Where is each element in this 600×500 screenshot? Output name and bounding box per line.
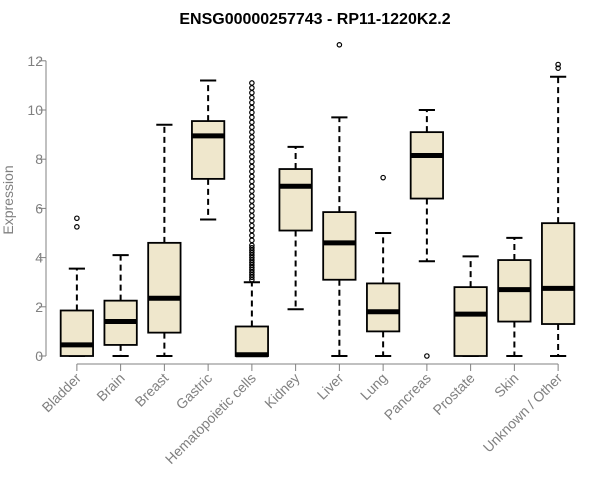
outlier-point — [249, 193, 255, 199]
y-axis: 0 2 4 6 8 10 12 — [27, 53, 47, 364]
y-tick-label: 8 — [35, 151, 43, 167]
box-bladder — [59, 215, 94, 357]
outlier-point — [249, 109, 255, 116]
outlier-point — [249, 203, 255, 209]
outlier-point — [249, 134, 255, 140]
outlier-point — [555, 61, 561, 68]
box-pancreas — [409, 109, 444, 359]
outlier-point — [249, 153, 255, 160]
outlier-point — [249, 183, 255, 190]
outlier-point — [249, 222, 255, 229]
outlier-point — [249, 89, 255, 96]
box-iqr — [453, 286, 488, 357]
outlier-point — [249, 212, 255, 219]
outlier-point — [74, 224, 80, 230]
x-tick-label: Pancreas — [381, 370, 434, 423]
box-lung — [366, 174, 401, 357]
outlier-point — [249, 227, 255, 234]
box-iqr — [409, 131, 444, 200]
x-tick-label: Unknown / Other — [480, 370, 566, 456]
boxes-group — [59, 42, 576, 359]
outlier-point — [249, 208, 255, 214]
outlier-point — [249, 104, 255, 111]
outlier-point — [249, 119, 255, 126]
outlier-point — [249, 163, 255, 170]
outlier-point — [249, 80, 255, 86]
y-tick-label: 4 — [35, 250, 43, 266]
outlier-point — [249, 114, 255, 121]
outlier-point — [249, 232, 255, 239]
y-axis-label: Expression — [0, 165, 16, 234]
outlier-point — [249, 139, 255, 145]
box-iqr — [147, 241, 182, 334]
x-tick-label: Skin — [491, 370, 522, 401]
outlier-point — [249, 188, 255, 194]
outlier-point — [249, 198, 255, 204]
box-breast — [147, 123, 182, 357]
y-tick-label: 0 — [35, 348, 43, 364]
outlier-point — [249, 99, 255, 106]
outlier-point — [249, 158, 255, 165]
box-liver — [322, 42, 357, 357]
chart-title: ENSG00000257743 - RP11-1220K2.2 — [179, 11, 450, 28]
box-gastric — [191, 79, 226, 221]
x-tick-label: Brain — [93, 370, 127, 404]
x-tick-label: Kidney — [261, 370, 303, 412]
outlier-point — [249, 94, 255, 101]
box-unknown-other — [541, 61, 576, 357]
outlier-point — [249, 244, 255, 251]
box-iqr — [234, 325, 269, 357]
outlier-point — [249, 85, 255, 91]
outlier-point — [249, 217, 255, 224]
box-skin — [497, 236, 532, 357]
box-hematopoietic-cells — [234, 80, 269, 358]
outlier-point — [249, 168, 255, 175]
box-iqr — [59, 309, 94, 357]
box-iqr — [191, 120, 226, 180]
y-tick-label: 6 — [35, 200, 43, 216]
outlier-point — [249, 178, 255, 185]
outlier-point — [249, 173, 255, 180]
y-tick-label: 12 — [27, 53, 43, 69]
outlier-point — [249, 149, 255, 155]
x-tick-label: Gastric — [173, 370, 216, 413]
outlier-point — [249, 237, 255, 244]
x-tick-label: Lung — [357, 370, 390, 403]
box-iqr — [366, 282, 401, 333]
box-iqr — [322, 211, 357, 281]
outlier-point — [380, 174, 386, 181]
x-tick-label: Liver — [314, 370, 347, 403]
outlier-point — [249, 129, 255, 135]
x-tick-label: Prostate — [430, 370, 478, 418]
y-tick-label: 2 — [35, 299, 43, 315]
outlier-point — [249, 124, 255, 131]
outlier-point — [555, 65, 561, 71]
x-tick-label: Breast — [132, 370, 172, 410]
x-tick-label: Bladder — [39, 370, 85, 416]
outlier-point — [74, 215, 80, 222]
box-iqr — [278, 168, 313, 232]
box-kidney — [278, 145, 313, 311]
outlier-point — [336, 42, 343, 48]
box-brain — [103, 254, 138, 357]
outlier-point — [424, 353, 430, 359]
outlier-point — [249, 144, 255, 150]
y-tick-label: 10 — [27, 102, 43, 118]
box-iqr — [541, 222, 576, 325]
box-prostate — [453, 255, 488, 357]
